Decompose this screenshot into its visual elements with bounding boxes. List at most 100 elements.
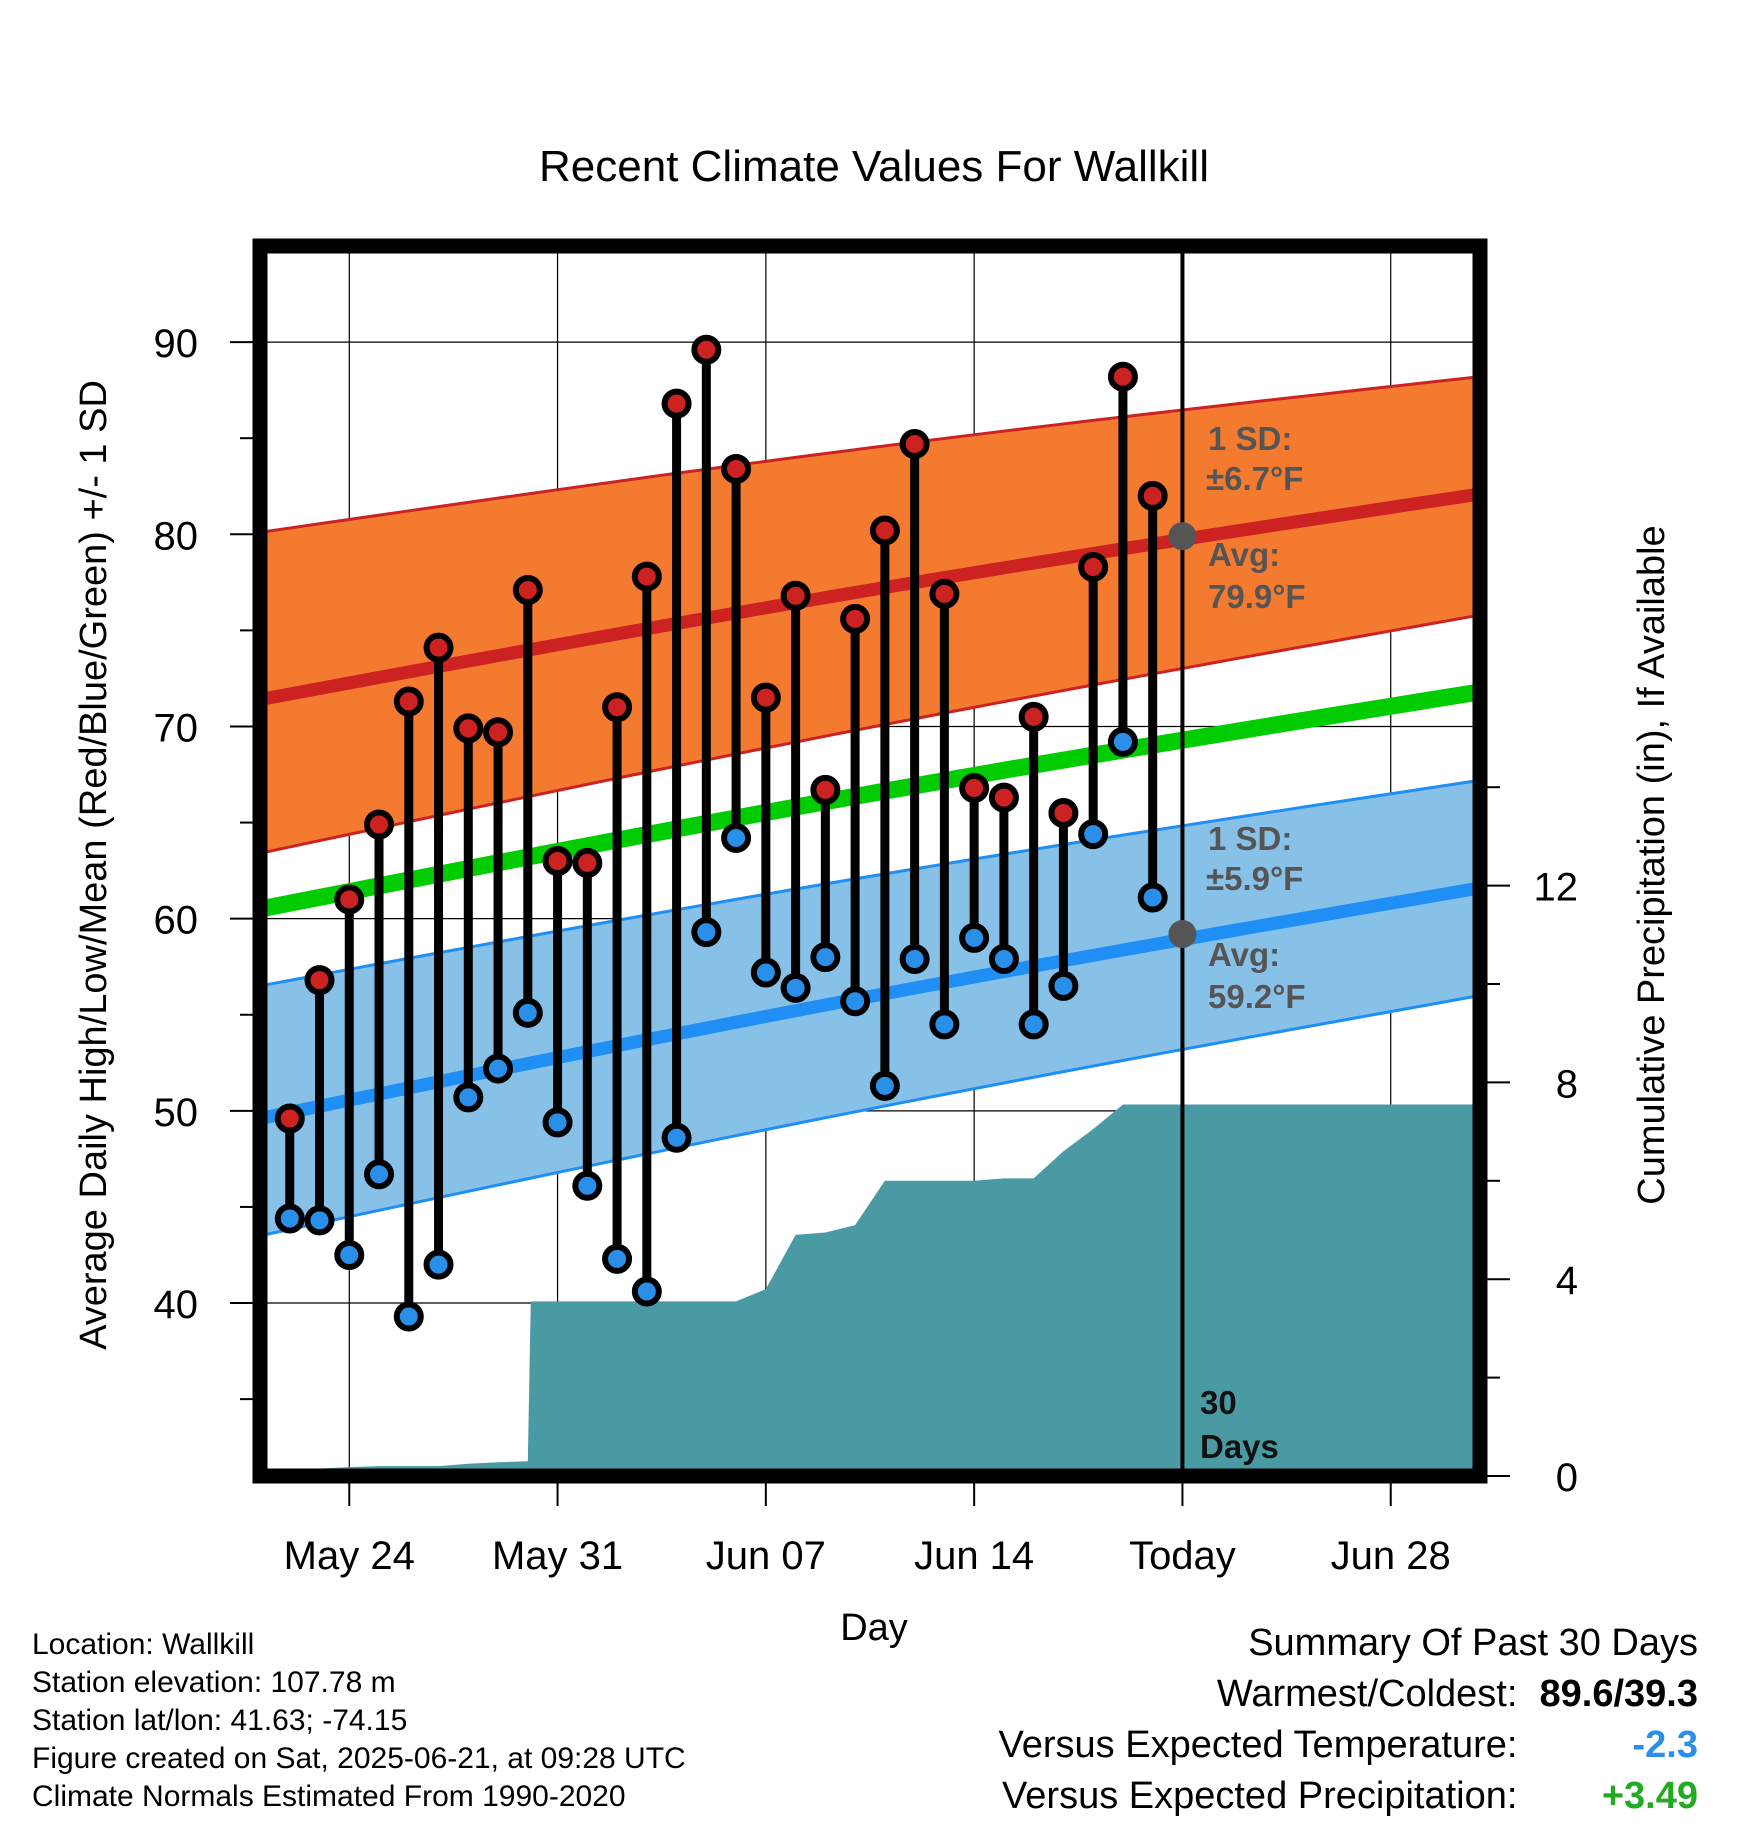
daily-high-point <box>483 717 514 748</box>
high-avg-label: Avg: <box>1208 536 1280 573</box>
x-tick-label: Jun 07 <box>706 1534 826 1578</box>
daily-low-point <box>929 1009 960 1040</box>
x-axis-label: Day <box>840 1607 908 1649</box>
high-avg-value: 79.9°F <box>1208 578 1306 615</box>
daily-low-point <box>334 1239 365 1270</box>
low-sd-label: 1 SD: <box>1208 820 1292 857</box>
daily-low-point <box>810 942 841 973</box>
y-right-tick-label: 8 <box>1556 1062 1578 1106</box>
daily-low-point <box>631 1276 662 1307</box>
x-tick-label: May 24 <box>284 1534 415 1578</box>
daily-high-point <box>1078 551 1109 582</box>
daily-high-point <box>959 772 990 803</box>
x-tick-label: Jun 14 <box>914 1534 1034 1578</box>
elevation-text: Station elevation: 107.78 m <box>32 1666 396 1699</box>
daily-high-point <box>691 334 722 365</box>
summary-warmest-row: Warmest/Coldest: 89.6/39.3 <box>999 1669 1698 1720</box>
daily-low-point <box>661 1122 692 1153</box>
y-left-tick-label: 40 <box>154 1283 199 1327</box>
daily-high-point <box>364 809 395 840</box>
normal-high-line <box>258 487 1481 706</box>
daily-low-point <box>721 822 752 853</box>
daily-high-point <box>1048 797 1079 828</box>
daily-high-point <box>988 782 1019 813</box>
daily-low-point <box>1137 882 1168 913</box>
days-word-label: Days <box>1200 1428 1279 1465</box>
daily-low-point <box>959 922 990 953</box>
temp-anomaly-label: Versus Expected Temperature: <box>998 1724 1518 1766</box>
daily-low-point <box>602 1243 633 1274</box>
y-left-tick-label: 50 <box>154 1091 199 1135</box>
daily-high-point <box>393 686 424 717</box>
daily-high-point <box>1107 361 1138 392</box>
daily-low-point <box>1078 819 1109 850</box>
daily-low-point <box>899 944 930 975</box>
daily-high-point <box>1018 701 1049 732</box>
temp-anomaly-value: -2.3 <box>1632 1724 1698 1766</box>
y-left-tick-label: 80 <box>154 514 199 558</box>
normals-text: Climate Normals Estimated From 1990-2020 <box>32 1780 626 1813</box>
daily-low-point <box>750 957 781 988</box>
x-tick-label: Jun 28 <box>1331 1534 1451 1578</box>
daily-low-point <box>988 944 1019 975</box>
chart-title: Recent Climate Values For Wallkill <box>539 142 1209 191</box>
summary-panel: Summary Of Past 30 Days Warmest/Coldest:… <box>999 1618 1698 1822</box>
daily-high-point <box>750 682 781 713</box>
location-text: Location: Wallkill <box>32 1628 255 1661</box>
daily-low-point <box>1107 726 1138 757</box>
daily-high-point <box>869 515 900 546</box>
daily-high-point <box>840 603 871 634</box>
daily-high-point <box>453 713 484 744</box>
precipitation-area <box>260 1104 1480 1476</box>
daily-low-point <box>453 1082 484 1113</box>
low-avg-label: Avg: <box>1208 936 1280 973</box>
summary-title: Summary Of Past 30 Days <box>1248 1622 1698 1664</box>
high-sd-label: 1 SD: <box>1208 420 1292 457</box>
daily-high-point <box>810 774 841 805</box>
daily-low-point <box>780 972 811 1003</box>
daily-low-point <box>364 1159 395 1190</box>
y-right-tick-label: 12 <box>1534 866 1579 910</box>
summary-temp-row: Versus Expected Temperature: -2.3 <box>999 1720 1698 1771</box>
daily-high-point <box>334 884 365 915</box>
y-left-tick-label: 90 <box>154 322 199 366</box>
daily-low-point <box>304 1205 335 1236</box>
latlon-text: Station lat/lon: 41.63; -74.15 <box>32 1704 408 1737</box>
x-tick-label: Today <box>1129 1534 1236 1578</box>
daily-high-point <box>304 965 335 996</box>
daily-high-point <box>631 561 662 592</box>
days-count-label: 30 <box>1200 1384 1237 1421</box>
created-text: Figure created on Sat, 2025-06-21, at 09… <box>32 1742 686 1775</box>
station-info: Location: Wallkill Station elevation: 10… <box>32 1626 686 1816</box>
daily-low-point <box>274 1203 305 1234</box>
daily-high-point <box>512 575 543 606</box>
daily-high-point <box>780 580 811 611</box>
y-axis-left-label: Average Daily High/Low/Mean (Red/Blue/Gr… <box>73 380 115 1350</box>
daily-high-point <box>542 846 573 876</box>
y-left-tick-label: 60 <box>154 899 199 943</box>
daily-high-point <box>423 632 454 663</box>
daily-low-point <box>691 917 722 948</box>
plot-frame <box>252 238 1488 1484</box>
summary-precip-row: Versus Expected Precipitation: +3.49 <box>999 1771 1698 1822</box>
daily-high-point <box>721 453 752 484</box>
low-avg-value: 59.2°F <box>1208 978 1306 1015</box>
daily-high-point <box>602 692 633 723</box>
daily-low-point <box>1018 1009 1049 1040</box>
daily-low-point <box>869 1070 900 1101</box>
y-left-tick-label: 70 <box>154 706 199 750</box>
daily-low-point <box>393 1301 424 1332</box>
precip-anomaly-value: +3.49 <box>1601 1775 1698 1817</box>
normal-low-line <box>258 881 1482 1125</box>
warmest-label: Warmest/Coldest: <box>1216 1673 1518 1715</box>
daily-high-point <box>929 578 960 609</box>
daily-low-point <box>572 1170 603 1201</box>
y-right-tick-label: 4 <box>1556 1259 1578 1303</box>
daily-high-point <box>274 1103 305 1134</box>
x-tick-label: May 31 <box>492 1534 623 1578</box>
daily-low-point <box>542 1107 573 1138</box>
daily-high-point <box>1137 480 1168 511</box>
daily-low-point <box>840 986 871 1017</box>
today-high-avg-marker <box>1168 522 1197 551</box>
